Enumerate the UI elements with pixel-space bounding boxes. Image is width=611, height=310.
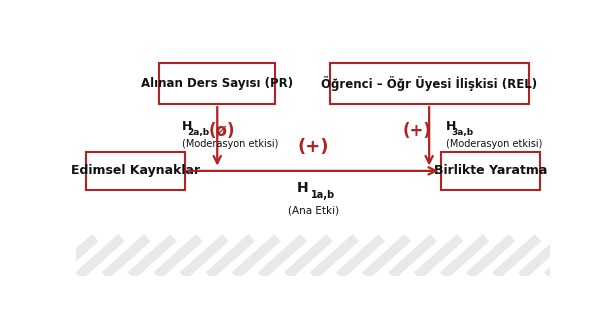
FancyBboxPatch shape — [441, 152, 540, 190]
FancyBboxPatch shape — [330, 64, 529, 104]
FancyBboxPatch shape — [86, 152, 185, 190]
Text: (Moderasyon etkisi): (Moderasyon etkisi) — [181, 139, 278, 149]
Text: Edimsel Kaynaklar: Edimsel Kaynaklar — [71, 164, 200, 177]
Text: (Moderasyon etkisi): (Moderasyon etkisi) — [446, 139, 542, 149]
FancyBboxPatch shape — [159, 64, 275, 104]
Text: 1a,b: 1a,b — [311, 190, 335, 200]
Text: Alınan Ders Sayısı (PR): Alınan Ders Sayısı (PR) — [141, 77, 293, 90]
Text: Öğrenci – Öğr Üyesi İlişkisi (REL): Öğrenci – Öğr Üyesi İlişkisi (REL) — [321, 76, 537, 91]
Text: H: H — [181, 120, 192, 133]
Text: 2a,b: 2a,b — [187, 128, 209, 137]
Text: (+): (+) — [298, 138, 329, 156]
Text: (+): (+) — [403, 122, 432, 140]
Text: H: H — [446, 120, 456, 133]
Text: Birlikte Yaratma: Birlikte Yaratma — [434, 164, 547, 177]
Text: (ø): (ø) — [209, 122, 235, 140]
Text: (Ana Etki): (Ana Etki) — [288, 206, 338, 216]
Text: H: H — [297, 181, 309, 195]
Text: 3a,b: 3a,b — [451, 128, 473, 137]
